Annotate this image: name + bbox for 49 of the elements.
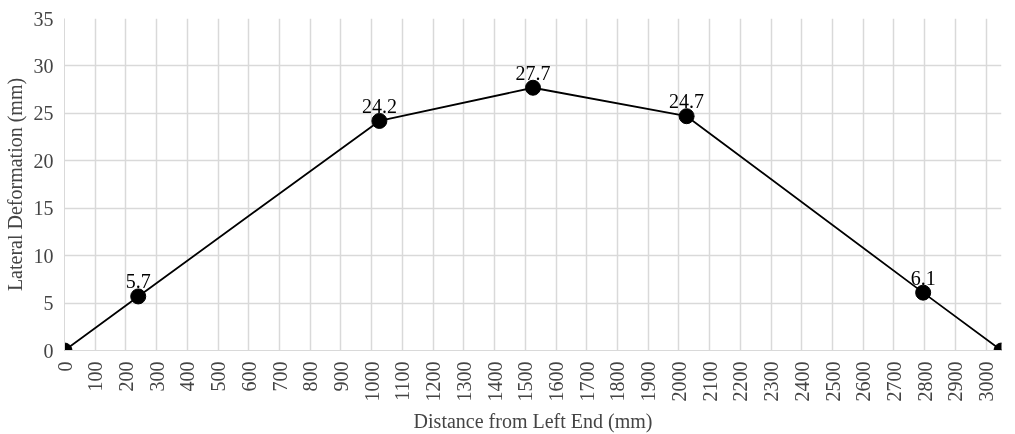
x-tick-label: 2600 xyxy=(852,361,875,402)
data-label: 5.7 xyxy=(125,270,151,293)
x-tick-label: 700 xyxy=(268,361,291,392)
data-label: 24.2 xyxy=(361,94,397,117)
x-tick-label: 1600 xyxy=(545,361,568,402)
x-tick-label: 0 xyxy=(53,361,76,372)
y-tick-label: 30 xyxy=(33,54,54,77)
x-tick-label: 800 xyxy=(299,361,322,392)
x-tick-label: 1500 xyxy=(514,361,537,402)
x-tick-label: 2700 xyxy=(882,361,905,402)
y-tick-label: 15 xyxy=(33,197,54,220)
x-tick-label: 1800 xyxy=(606,361,629,402)
x-tick-label: 500 xyxy=(207,361,230,392)
x-tick-label: 1400 xyxy=(483,361,506,402)
x-tick-label: 1700 xyxy=(575,361,598,402)
x-axis-title: Distance from Left End (mm) xyxy=(413,409,653,433)
x-tick-label: 1300 xyxy=(452,361,475,402)
x-tick-label: 2500 xyxy=(821,361,844,402)
x-tick-label: 2200 xyxy=(729,361,752,402)
x-tick-label: 1000 xyxy=(360,361,383,402)
y-tick-label: 5 xyxy=(43,292,54,315)
data-label: 6.1 xyxy=(910,266,936,289)
x-tick-label: 300 xyxy=(145,361,168,392)
x-tick-label: 900 xyxy=(329,361,352,392)
y-tick-label: 10 xyxy=(33,244,54,267)
x-tick-label: 1900 xyxy=(637,361,660,402)
x-tick-label: 600 xyxy=(237,361,260,392)
x-tick-label: 400 xyxy=(176,361,199,392)
x-tick-label: 2000 xyxy=(667,361,690,402)
point xyxy=(678,108,695,125)
y-tick-label: 0 xyxy=(43,339,54,362)
y-tick-label: 20 xyxy=(33,149,54,172)
data-label: 27.7 xyxy=(515,61,551,84)
x-tick-label: 1100 xyxy=(391,361,414,401)
x-tick-label: 2800 xyxy=(913,361,936,402)
point xyxy=(371,112,388,129)
x-tick-label: 3000 xyxy=(975,361,998,402)
data-label: 24.7 xyxy=(669,90,705,113)
x-tick-label: 2100 xyxy=(698,361,721,402)
x-tick-label: 2300 xyxy=(760,361,783,402)
y-tick-label: 35 xyxy=(33,7,54,30)
y-axis-title: Lateral Deformation (mm) xyxy=(3,77,27,292)
x-tick-label: 1200 xyxy=(422,361,445,402)
x-tick-label: 2900 xyxy=(944,361,967,402)
x-tick-label: 200 xyxy=(114,361,137,392)
point xyxy=(525,79,541,96)
x-tick-label: 2400 xyxy=(790,361,813,402)
x-tick-label: 100 xyxy=(84,361,107,392)
y-tick-label: 25 xyxy=(33,102,54,125)
